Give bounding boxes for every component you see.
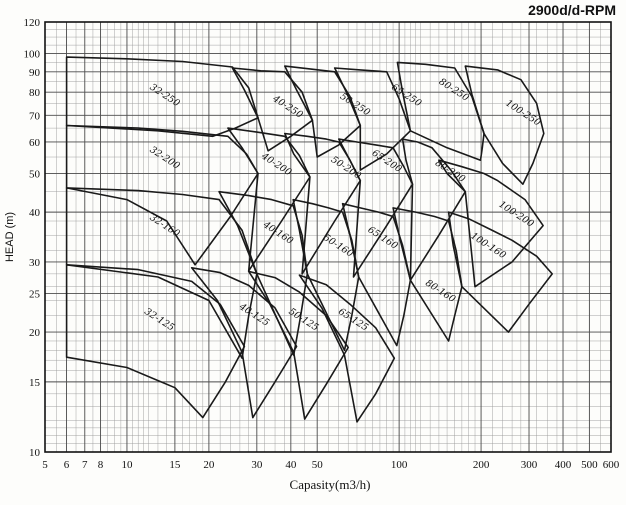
envelope-40-125	[190, 266, 298, 419]
x-tick-400: 400	[555, 459, 572, 471]
x-tick-40: 40	[285, 459, 297, 471]
x-tick-7: 7	[82, 459, 88, 471]
y-tick-90: 90	[29, 67, 41, 79]
y-tick-30: 30	[29, 257, 41, 269]
y-tick-70: 70	[29, 110, 41, 122]
x-tick-10: 10	[121, 459, 133, 471]
envelope-label-50-200: 50-200	[329, 154, 363, 181]
envelope-65-125	[298, 274, 396, 423]
x-tick-50: 50	[312, 459, 324, 471]
y-axis-title: HEAD (m)	[4, 212, 16, 262]
x-axis-title: Capasity(m3/h)	[290, 477, 371, 492]
envelope-label-32-125: 32-125	[142, 306, 176, 333]
envelope-80-200	[401, 138, 467, 282]
envelope-label-32-200: 32-200	[148, 144, 182, 171]
envelope-40-250	[231, 67, 314, 152]
envelope-80-250	[396, 61, 485, 161]
x-tick-6: 6	[64, 459, 70, 471]
envelope-40-200	[227, 127, 311, 272]
envelope-label-65-250: 65-250	[389, 82, 423, 109]
envelope-32-200	[65, 124, 259, 266]
plot-frame	[44, 21, 612, 453]
envelope-label-32-160: 32-160	[148, 212, 182, 239]
x-tick-500: 500	[581, 459, 598, 471]
y-tick-20: 20	[29, 327, 41, 339]
y-tick-100: 100	[24, 49, 41, 61]
envelope-100-250	[464, 65, 545, 185]
envelope-label-40-125: 40-125	[236, 301, 271, 329]
x-tick-300: 300	[521, 459, 538, 471]
x-tick-5: 5	[42, 459, 48, 471]
y-tick-50: 50	[29, 169, 41, 181]
y-tick-80: 80	[29, 87, 41, 99]
y-axis-tick-labels: 10 15 20 25 30 40 50 60 70 80 90 100 120	[24, 17, 41, 459]
envelope-label-80-250: 80-250	[437, 76, 471, 103]
x-axis-tick-labels: 5 6 7 8 10 15 20 30 40 50 100 200 300 400 500 600	[42, 459, 619, 471]
y-tick-60: 60	[29, 137, 41, 149]
envelope-65-250	[333, 67, 412, 171]
envelope-32-160	[65, 187, 258, 360]
envelope-label-40-160: 40-160	[260, 219, 295, 247]
y-tick-40: 40	[29, 207, 41, 219]
chart-title: 2900d/d-RPM	[528, 2, 616, 18]
x-tick-200: 200	[473, 459, 490, 471]
envelope-label-32-250: 32-250	[148, 82, 182, 109]
x-tick-20: 20	[203, 459, 215, 471]
x-tick-8: 8	[98, 459, 104, 471]
envelope-32-125	[65, 263, 246, 419]
pump-envelope-curves	[65, 56, 554, 423]
x-tick-15: 15	[169, 459, 181, 471]
y-tick-15: 15	[29, 377, 41, 389]
x-tick-30: 30	[251, 459, 263, 471]
envelope-100-200	[438, 159, 544, 288]
envelope-50-160	[292, 198, 360, 352]
envelope-50-250	[283, 65, 362, 158]
x-tick-600: 600	[603, 459, 620, 471]
envelope-label-40-200: 40-200	[259, 150, 294, 178]
envelope-label-65-160: 65-160	[366, 224, 400, 251]
x-tick-100: 100	[391, 459, 408, 471]
y-tick-10: 10	[29, 447, 41, 459]
envelope-label-80-160: 80-160	[423, 278, 457, 305]
envelope-label-50-125: 50-125	[286, 306, 320, 333]
y-tick-25: 25	[29, 288, 41, 300]
y-tick-120: 120	[24, 17, 41, 29]
envelope-100-160	[447, 211, 554, 333]
